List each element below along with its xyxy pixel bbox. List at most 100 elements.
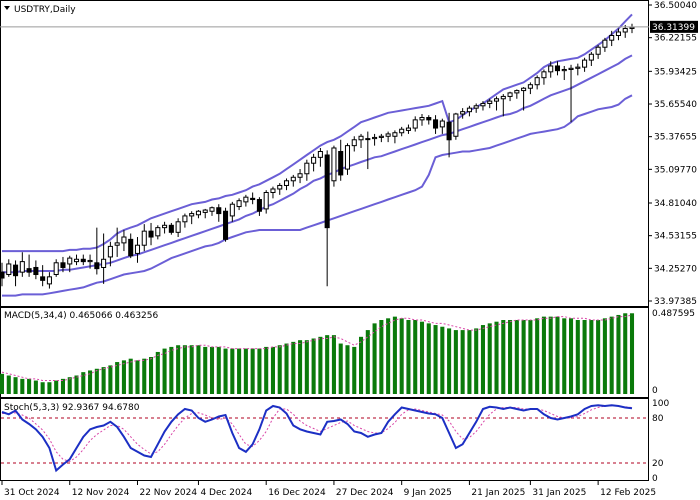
date-tick-label: 12 Feb 2025 bbox=[600, 488, 656, 498]
candle bbox=[615, 28, 621, 41]
candle-body-bull bbox=[67, 257, 73, 265]
price-tick-label: 35.93425 bbox=[654, 67, 697, 77]
macd-bar bbox=[386, 318, 391, 394]
macd-bar bbox=[555, 316, 560, 394]
candle bbox=[53, 259, 59, 277]
candle-body-bull bbox=[182, 215, 188, 223]
macd-bar bbox=[535, 318, 540, 394]
candle bbox=[582, 57, 588, 72]
candle-body-bull bbox=[385, 133, 391, 137]
candle-body-bull bbox=[622, 27, 628, 33]
candle-body-bull bbox=[189, 213, 195, 217]
candle-body-bull bbox=[134, 244, 141, 254]
candle-body-bear bbox=[40, 276, 46, 281]
macd-bar bbox=[135, 360, 140, 394]
candle bbox=[229, 201, 235, 222]
price-tick-label: 34.81040 bbox=[654, 199, 697, 209]
candle-body-bull bbox=[527, 84, 533, 89]
candle bbox=[344, 143, 351, 175]
candle-body-bull bbox=[175, 221, 181, 233]
macd-bar bbox=[142, 358, 147, 394]
macd-bar bbox=[474, 328, 479, 394]
candle-body-bull bbox=[195, 210, 201, 216]
candle bbox=[33, 260, 39, 280]
chevron-down-icon[interactable] bbox=[4, 6, 10, 10]
candle bbox=[602, 37, 608, 52]
candle bbox=[107, 241, 113, 267]
candle bbox=[487, 98, 493, 109]
candle-body-bull bbox=[480, 102, 486, 107]
candle-body-bear bbox=[148, 230, 154, 238]
candle bbox=[405, 124, 411, 134]
candle bbox=[195, 210, 201, 219]
candle bbox=[365, 131, 371, 170]
candle bbox=[588, 51, 594, 66]
candle bbox=[541, 69, 547, 85]
macd-bar bbox=[453, 330, 458, 394]
macd-bar bbox=[616, 314, 621, 394]
candle bbox=[351, 136, 357, 152]
candle-body-bear bbox=[256, 199, 262, 212]
candle-body-bear bbox=[338, 150, 344, 176]
candle bbox=[243, 194, 249, 207]
symbol-label: USDTRY,Daily bbox=[14, 5, 76, 15]
macd-bar bbox=[521, 320, 526, 394]
symbol-header[interactable]: USDTRY,Daily bbox=[4, 5, 76, 15]
price-tick-label: 35.65540 bbox=[654, 100, 697, 110]
macd-bar bbox=[548, 316, 553, 394]
price-tick-label: 35.37655 bbox=[654, 133, 697, 143]
candle bbox=[372, 133, 378, 146]
date-tick-label: 21 Jan 2025 bbox=[471, 488, 525, 498]
bollinger-lower-line bbox=[2, 94, 633, 297]
candle bbox=[534, 75, 540, 90]
candle-body-bull bbox=[304, 162, 310, 175]
candle-body-bear bbox=[128, 238, 134, 257]
stoch-tick-layer: 100 80 20 0 bbox=[652, 399, 669, 484]
candle-body-bull bbox=[507, 92, 513, 97]
candle-body-bull bbox=[283, 180, 290, 186]
candle-body-bull bbox=[344, 145, 351, 170]
candle bbox=[148, 222, 154, 246]
candle bbox=[0, 262, 5, 287]
candle-body-bear bbox=[446, 121, 452, 141]
macd-bar bbox=[6, 375, 11, 394]
macd-bar bbox=[176, 345, 181, 394]
candle-body-bull bbox=[87, 259, 93, 263]
candle bbox=[60, 256, 66, 273]
candle bbox=[141, 224, 147, 252]
candle bbox=[426, 115, 432, 125]
candle-body-bull bbox=[114, 242, 120, 246]
macd-bar bbox=[514, 320, 519, 394]
date-tick-label: 12 Nov 2024 bbox=[72, 488, 130, 498]
candle-body-bull bbox=[19, 261, 25, 273]
macd-bar bbox=[528, 320, 533, 394]
macd-bar bbox=[413, 320, 418, 394]
candle-body-bull bbox=[372, 136, 378, 140]
candle bbox=[561, 65, 567, 81]
candle bbox=[6, 259, 12, 277]
macd-bar bbox=[223, 348, 228, 394]
candle-body-bull bbox=[460, 111, 466, 115]
macd-bar bbox=[149, 357, 154, 394]
macd-top-tick: 0.487595 bbox=[652, 309, 695, 319]
candle bbox=[324, 150, 330, 287]
macd-bar bbox=[602, 318, 607, 394]
candle-body-bear bbox=[33, 266, 39, 276]
macd-bar bbox=[270, 346, 275, 394]
candle bbox=[338, 139, 344, 181]
candle bbox=[311, 153, 317, 172]
macd-bar bbox=[33, 380, 38, 394]
macd-bar bbox=[338, 343, 343, 394]
stochastic-lines bbox=[1, 404, 648, 473]
candle bbox=[297, 169, 303, 184]
candle-body-bull bbox=[46, 276, 52, 285]
macd-bar bbox=[13, 377, 18, 394]
candle bbox=[67, 255, 73, 273]
price-panel-frame bbox=[0, 0, 649, 307]
macd-bar bbox=[447, 328, 452, 394]
candle-body-bull bbox=[53, 262, 59, 276]
candle-body-bull bbox=[568, 67, 574, 70]
macd-bar bbox=[237, 348, 242, 394]
macd-bar bbox=[20, 378, 25, 394]
candlestick-series bbox=[0, 23, 635, 289]
